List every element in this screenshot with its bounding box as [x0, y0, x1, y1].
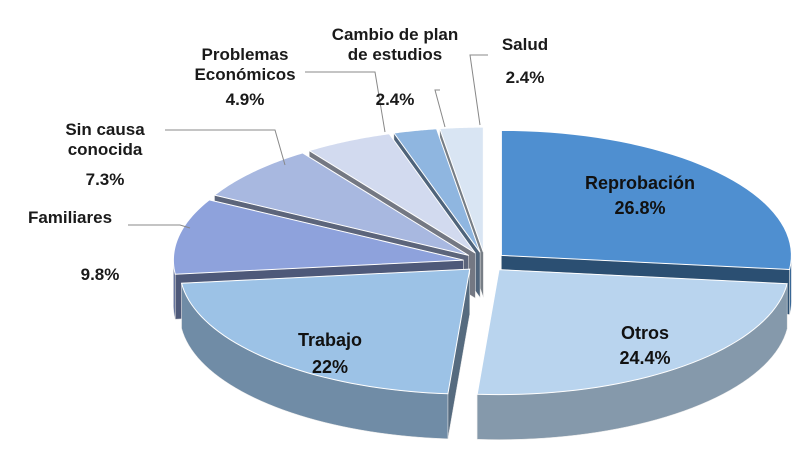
- value-label: 2.4%: [505, 68, 545, 87]
- slice-label: Reprobación: [584, 173, 695, 193]
- slice: [476, 269, 788, 396]
- slice-label: Sin causa conocida: [65, 120, 145, 159]
- slice-label: Cambio de plan de estudios: [331, 25, 459, 64]
- value-label: 24.4%: [619, 348, 671, 368]
- leader-line: [165, 129, 286, 166]
- value-label: 9.8%: [80, 265, 120, 284]
- slice: [213, 152, 469, 256]
- slice-label: Salud: [501, 35, 549, 54]
- slice: [439, 126, 484, 253]
- slice: [172, 199, 464, 275]
- slice: [500, 129, 792, 271]
- leader-line: [128, 224, 191, 229]
- value-label: 26.8%: [614, 198, 666, 218]
- slice-label: Otros: [620, 323, 669, 343]
- leader-line: [434, 89, 446, 128]
- leader-line: [469, 54, 488, 126]
- slice: [393, 128, 481, 253]
- value-label: 22%: [311, 357, 349, 377]
- leader-line: [305, 71, 386, 133]
- slice: [180, 268, 471, 395]
- slice-label: Trabajo: [297, 330, 363, 350]
- slice-label: Familiares: [27, 208, 113, 227]
- value-label: 7.3%: [85, 170, 125, 189]
- value-label: 4.9%: [225, 90, 265, 109]
- slice-label: Problemas Económicos: [194, 45, 296, 84]
- value-label: 2.4%: [375, 90, 415, 109]
- slice: [308, 133, 476, 254]
